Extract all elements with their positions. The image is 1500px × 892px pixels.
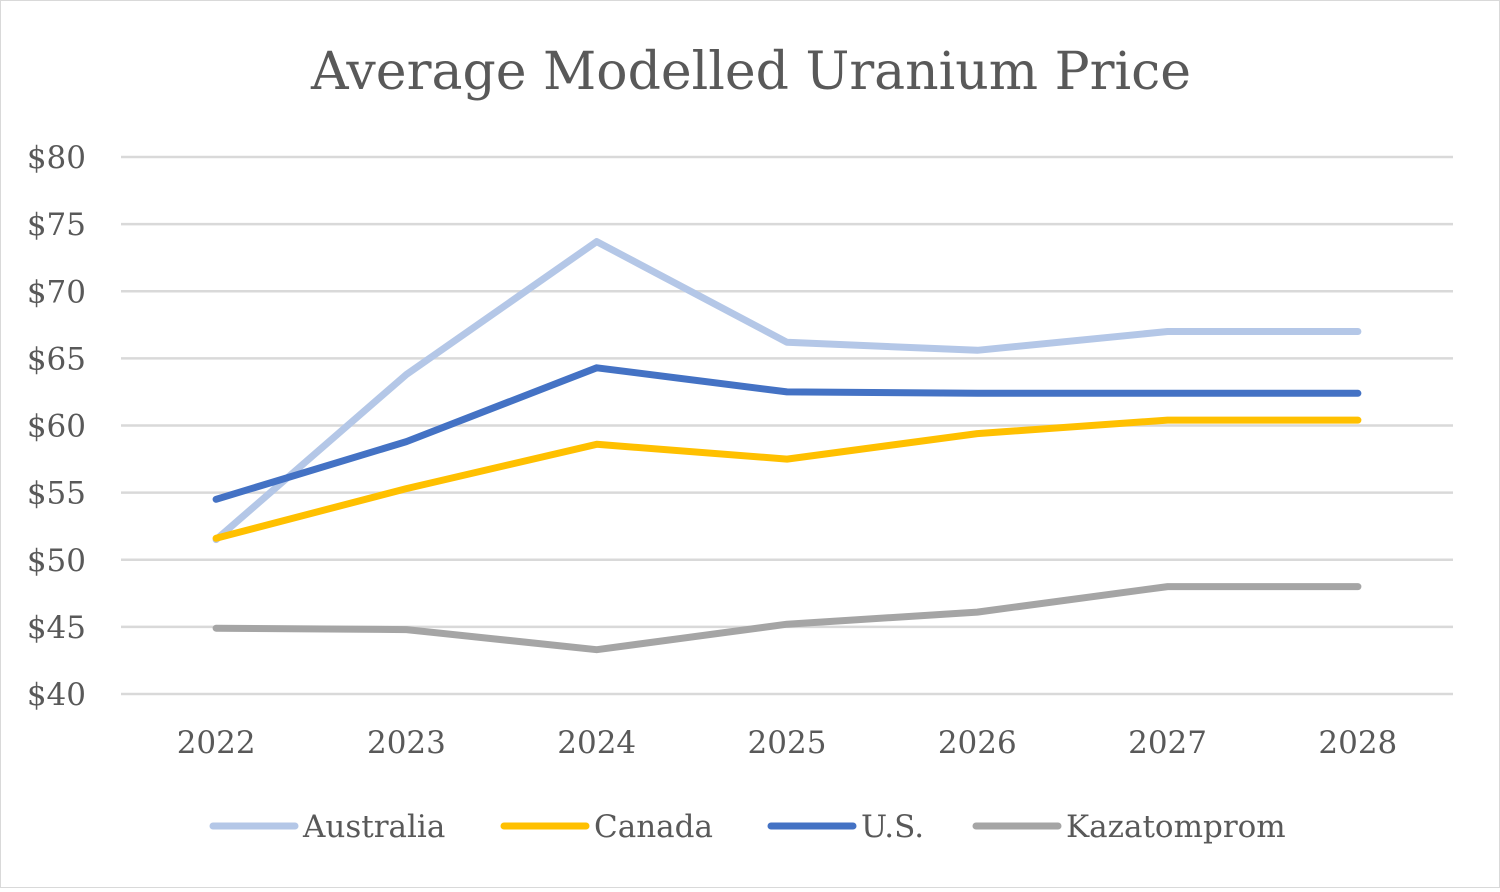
series-line-canada <box>212 416 1362 542</box>
legend: Australia Canada U.S. Kazatomprom <box>209 809 1286 845</box>
y-tick-label: $80 <box>27 140 86 176</box>
y-tick-label: $75 <box>27 207 86 243</box>
y-tick-label: $40 <box>27 677 86 713</box>
y-tick-label: $55 <box>27 476 86 512</box>
series-line-australia <box>212 238 1362 544</box>
legend-label: U.S. <box>861 809 924 845</box>
series-line-kazatomprom <box>212 583 1362 654</box>
series-lines <box>212 238 1362 654</box>
x-tick-label: 2025 <box>748 725 827 761</box>
y-tick-label: $50 <box>27 543 86 579</box>
x-tick-label: 2024 <box>557 725 636 761</box>
y-tick-label: $45 <box>27 610 86 646</box>
x-tick-label: 2026 <box>938 725 1017 761</box>
x-tick-label: 2023 <box>367 725 446 761</box>
x-axis-ticks: 2022 2023 2024 2025 2026 2027 2028 <box>177 725 1398 761</box>
legend-label: Kazatomprom <box>1066 809 1286 845</box>
y-tick-label: $60 <box>27 409 86 445</box>
x-tick-label: 2027 <box>1128 725 1207 761</box>
series-line-u-s <box>212 364 1362 503</box>
y-tick-label: $70 <box>27 274 86 310</box>
x-tick-label: 2028 <box>1318 725 1397 761</box>
legend-label: Australia <box>302 809 445 845</box>
legend-label: Canada <box>594 809 713 845</box>
y-axis-ticks: $40 $45 $50 $55 $60 $65 $70 $75 $80 <box>27 140 86 713</box>
chart-title: Average Modelled Uranium Price <box>310 42 1191 102</box>
grid-lines <box>121 155 1453 696</box>
y-tick-label: $65 <box>27 341 86 377</box>
x-tick-label: 2022 <box>177 725 256 761</box>
